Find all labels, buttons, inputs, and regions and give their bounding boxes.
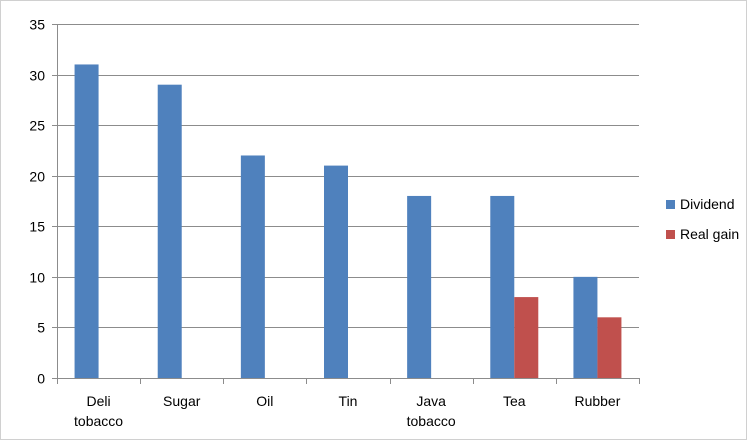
bar-dividend bbox=[490, 195, 515, 378]
x-category-label: Java tobacco bbox=[407, 393, 456, 429]
x-category-label: Sugar bbox=[163, 393, 201, 409]
y-tick-label: 15 bbox=[29, 219, 45, 235]
y-tick-label: 5 bbox=[37, 320, 45, 336]
y-tick-label: 10 bbox=[29, 270, 45, 286]
x-category-label: Deli tobacco bbox=[74, 393, 123, 429]
bar-dividend bbox=[324, 165, 348, 378]
bar-real-gain bbox=[514, 297, 539, 378]
bar-dividend bbox=[74, 64, 99, 378]
bar-dividend bbox=[407, 195, 432, 378]
x-axis-category-labels: Deli tobacco Sugar Oil Tin Java tobacco Tea Rubb… bbox=[74, 393, 621, 429]
y-tick-label: 35 bbox=[29, 17, 45, 33]
y-tick-label: 25 bbox=[29, 118, 45, 134]
x-category-label-line: Oil bbox=[256, 393, 273, 409]
x-category-label-line: tobacco bbox=[407, 413, 456, 429]
x-category-label-line: Tea bbox=[503, 393, 526, 409]
legend-label: Dividend bbox=[680, 196, 734, 212]
y-tick-label: 20 bbox=[29, 169, 45, 185]
legend-swatch bbox=[666, 230, 675, 239]
x-category-label-line: Java bbox=[416, 393, 446, 409]
x-category-label-line: tobacco bbox=[74, 413, 123, 429]
y-tick-label: 30 bbox=[29, 68, 45, 84]
x-category-label: Tin bbox=[339, 393, 358, 409]
x-category-label: Oil bbox=[256, 393, 273, 409]
bars bbox=[74, 64, 622, 378]
x-category-label: Rubber bbox=[574, 393, 620, 409]
x-category-label-line: Tin bbox=[339, 393, 358, 409]
y-tick-label: 0 bbox=[37, 371, 45, 387]
bar-real-gain bbox=[597, 317, 622, 378]
bar-dividend bbox=[240, 155, 265, 378]
bar-dividend bbox=[157, 84, 182, 378]
x-category-label: Tea bbox=[503, 393, 526, 409]
bar-dividend bbox=[573, 276, 598, 378]
x-category-label-line: Rubber bbox=[574, 393, 620, 409]
x-category-label-line: Sugar bbox=[163, 393, 201, 409]
y-axis-tick-labels: 0 5 10 15 20 25 30 35 bbox=[29, 17, 45, 387]
legend: Dividend Real gain bbox=[666, 196, 739, 242]
legend-swatch bbox=[666, 200, 675, 209]
x-category-label-line: Deli bbox=[87, 393, 111, 409]
legend-label: Real gain bbox=[680, 226, 739, 242]
axes bbox=[52, 24, 640, 384]
